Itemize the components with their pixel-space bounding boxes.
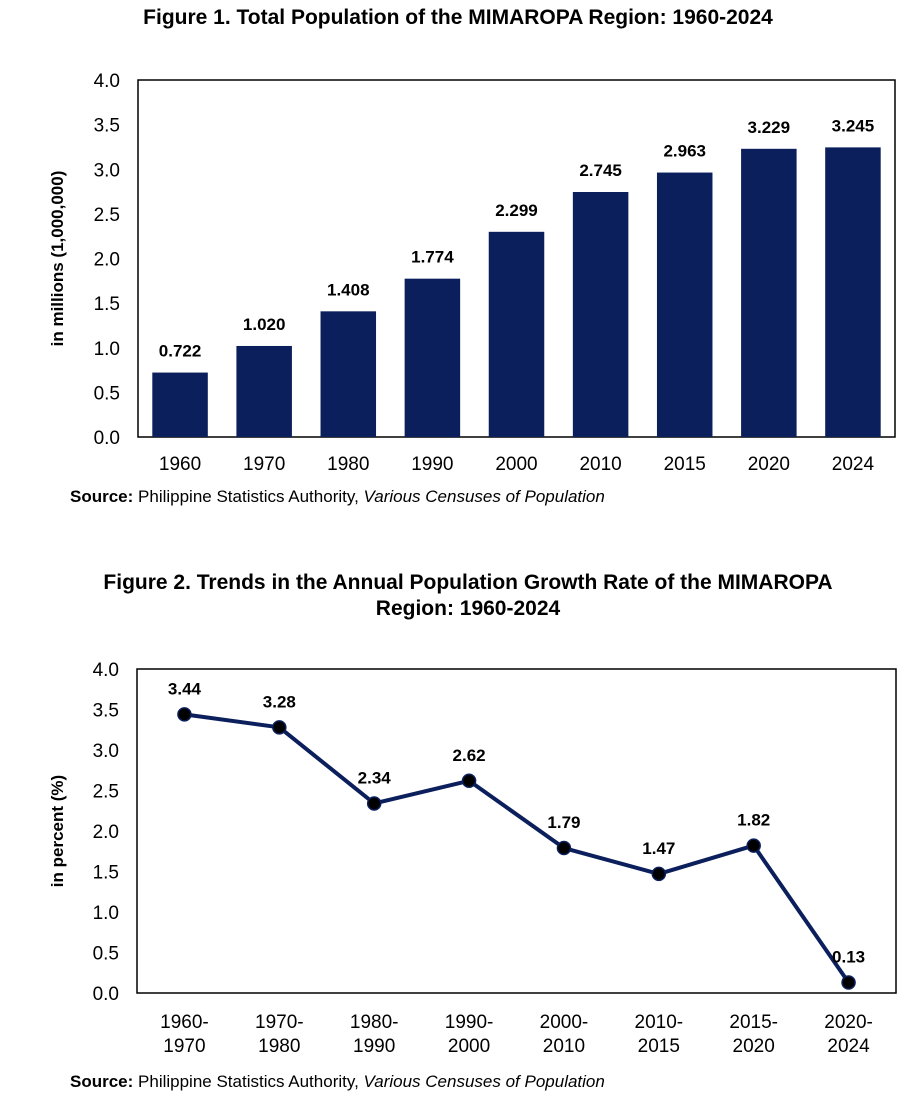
- y-axis-label: in millions (1,000,000): [48, 171, 67, 347]
- source-org: Philippine Statistics Authority,: [133, 1072, 364, 1091]
- plot-area-frame: [136, 668, 897, 994]
- x-tick-label-line2: 2020: [733, 1036, 775, 1057]
- x-tick-label-line1: 1960-: [160, 1012, 209, 1033]
- x-tick-label: 1970: [243, 454, 285, 475]
- y-tick-label: 2.5: [94, 205, 120, 226]
- data-label: 0.722: [159, 342, 202, 361]
- y-tick-label: 0.5: [94, 383, 120, 404]
- x-tick-label-line1: 1980-: [350, 1012, 399, 1033]
- bar: [825, 147, 881, 438]
- x-tick-label: 2010: [579, 454, 621, 475]
- y-tick-label: 0.0: [93, 984, 119, 1005]
- data-label: 3.28: [263, 692, 296, 711]
- x-tick-label: 1980: [327, 454, 369, 475]
- y-tick-label: 3.5: [93, 701, 119, 722]
- bar: [741, 148, 797, 437]
- source-document: Various Censuses of Population: [363, 487, 605, 506]
- data-point: [746, 838, 761, 853]
- data-label: 1.82: [737, 811, 770, 830]
- y-tick-label: 2.5: [93, 782, 119, 803]
- data-point: [651, 866, 667, 882]
- data-label: 2.963: [663, 142, 706, 161]
- data-label: 0.13: [832, 947, 865, 966]
- source-document: Various Censuses of Population: [363, 1072, 605, 1091]
- x-tick-label-line2: 2024: [827, 1036, 870, 1057]
- data-label: 2.299: [495, 201, 538, 220]
- y-tick-label: 4.0: [94, 71, 120, 92]
- x-tick-label: 1960: [159, 454, 201, 475]
- data-label: 3.44: [168, 679, 202, 698]
- x-tick-label-line2: 2015: [638, 1036, 680, 1057]
- y-tick-label: 3.5: [94, 116, 120, 137]
- growth-rate-line-chart: 0.0 0.5 1.0 1.5 2.0 2.5 3.0 3.5 4.0 3.44 1960- 1970…: [48, 660, 897, 1057]
- source-org: Philippine Statistics Authority,: [133, 487, 364, 506]
- x-tick-label-line2: 1980: [258, 1036, 300, 1057]
- data-label: 1.774: [411, 248, 454, 267]
- x-tick-label-line1: 2020-: [824, 1012, 873, 1033]
- bar: [236, 345, 292, 437]
- data-label: 3.245: [832, 116, 875, 135]
- bar: [152, 372, 208, 437]
- source-label: Source:: [70, 487, 134, 506]
- figure2-source: Source: Philippine Statistics Authority,…: [70, 1072, 605, 1092]
- bar: [656, 172, 713, 437]
- figure2-title: Figure 2. Trends in the Annual Populatio…: [0, 570, 916, 622]
- x-tick-label-line1: 1970-: [255, 1012, 304, 1033]
- data-label: 2.62: [453, 746, 486, 765]
- x-tick-label: 2000: [495, 454, 537, 475]
- data-label: 1.408: [327, 280, 370, 299]
- figure1-source: Source: Philippine Statistics Authority,…: [70, 487, 605, 507]
- y-tick-label: 1.0: [93, 903, 119, 924]
- y-axis-label: in percent (%): [48, 775, 67, 887]
- x-tick-label-line2: 1970: [163, 1036, 205, 1057]
- x-tick-label: 2015: [664, 454, 706, 475]
- series-line: [184, 712, 851, 984]
- data-point: [461, 773, 477, 789]
- bar: [572, 192, 629, 437]
- y-tick-label: 3.0: [93, 741, 119, 762]
- x-tick-label-line2: 2010: [543, 1036, 585, 1057]
- bar: [320, 311, 377, 437]
- y-tick-label: 0.0: [94, 428, 120, 449]
- data-point: [841, 975, 856, 990]
- source-label: Source:: [70, 1072, 134, 1091]
- figure2-title-line2: Region: 1960-2024: [375, 597, 561, 620]
- population-bar-chart: 0.0 0.5 1.0 1.5 2.0 2.5 3.0 3.5 4.0 0.722 1960 1.02…: [48, 71, 896, 475]
- figure1-title: Figure 1. Total Population of the MIMARO…: [143, 6, 773, 29]
- x-tick-label-line1: 2000-: [540, 1012, 589, 1033]
- y-tick-label: 4.0: [93, 660, 119, 681]
- x-tick-label: 2024: [832, 454, 875, 475]
- x-tick-label-line2: 1990: [353, 1036, 395, 1057]
- x-tick-label-line1: 2015-: [729, 1012, 778, 1033]
- data-label: 1.79: [547, 813, 580, 832]
- x-tick-label: 2020: [748, 454, 790, 475]
- data-point: [272, 720, 287, 735]
- bar: [404, 278, 461, 437]
- figure2-title-line1: Figure 2. Trends in the Annual Populatio…: [103, 571, 833, 594]
- y-tick-label: 0.5: [93, 944, 119, 965]
- data-point: [177, 707, 192, 722]
- x-tick-label-line2: 2000: [448, 1036, 490, 1057]
- y-tick-label: 2.0: [93, 822, 119, 843]
- data-label: 1.020: [243, 315, 286, 334]
- x-tick-label-line1: 2010-: [635, 1012, 684, 1033]
- y-tick-label: 3.0: [94, 160, 120, 181]
- y-tick-label: 1.0: [94, 339, 120, 360]
- data-point: [366, 796, 382, 811]
- bar: [488, 231, 545, 437]
- y-tick-label: 1.5: [94, 294, 120, 315]
- data-label: 1.47: [642, 839, 675, 858]
- y-tick-label: 1.5: [93, 863, 119, 884]
- data-label: 2.745: [579, 161, 622, 180]
- y-tick-label: 2.0: [94, 250, 120, 271]
- data-point: [556, 840, 572, 856]
- data-label: 2.34: [358, 768, 392, 787]
- data-label: 3.229: [748, 118, 791, 137]
- x-tick-label: 1990: [411, 454, 453, 475]
- x-tick-label-line1: 1990-: [445, 1012, 494, 1033]
